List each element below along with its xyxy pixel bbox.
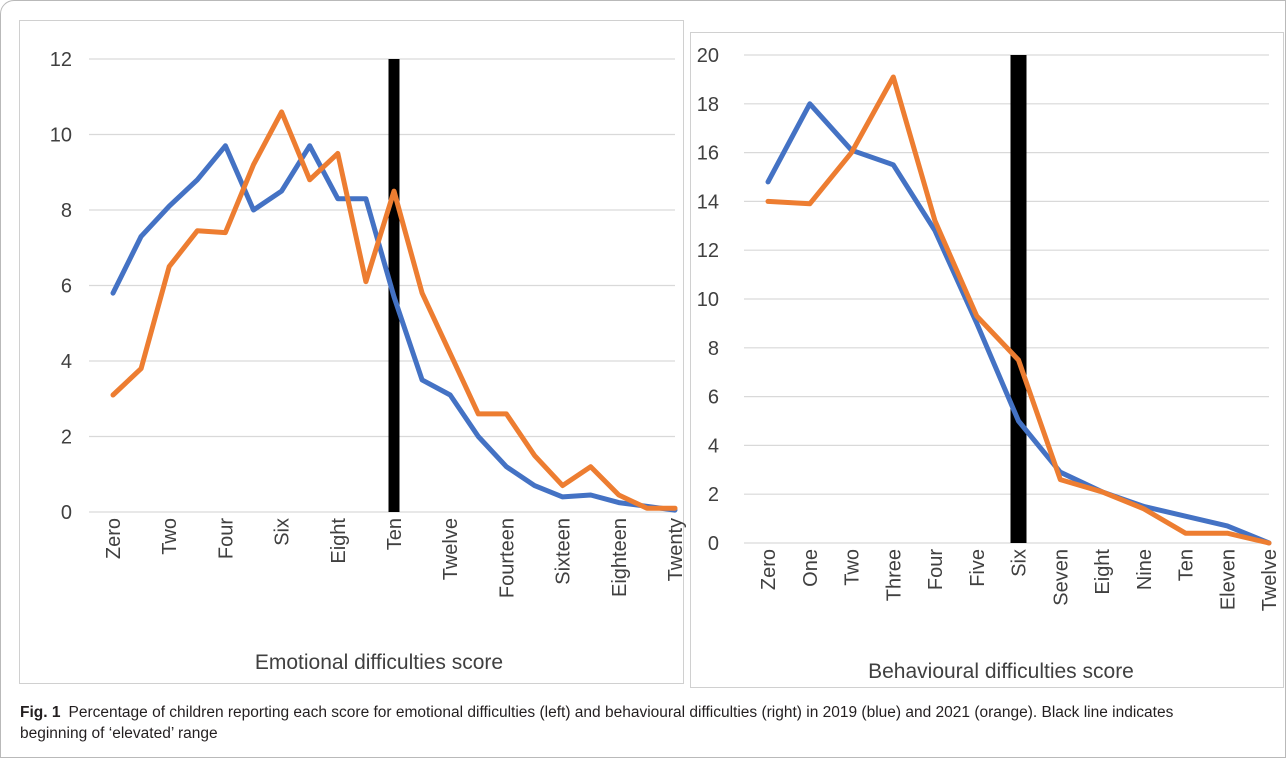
behavioural-y-tick-label: 0 (708, 533, 719, 555)
behavioural-chart-svg: 0 2 4 6 8 10 12 14 16 18 20 Zero One Two Three Four Five… (697, 45, 1281, 683)
emotional-x-tick-label: Sixteen (553, 518, 575, 585)
emotional-x-tick-label: Eight (328, 518, 350, 564)
emotional-x-tick-label: Four (215, 518, 237, 559)
behavioural-x-tick-label: Nine (1134, 549, 1156, 590)
behavioural-axis-title: Behavioural difficulties score (868, 660, 1134, 683)
emotional-x-tick-label: Eighteen (609, 518, 631, 597)
emotional-y-tick-label: 2 (61, 427, 72, 449)
behavioural-x-tick-label: Eight (1092, 549, 1114, 595)
figure-caption-text: Percentage of children reporting each sc… (20, 704, 1174, 742)
emotional-y-tick-label: 4 (61, 351, 72, 373)
emotional-difficulties-chart: 0 2 4 6 8 10 12 Zero Two Four Six Eight Ten Twelve Fou… (19, 20, 687, 684)
emotional-x-tick-label: Ten (384, 518, 406, 550)
emotional-elevated-range-marker (388, 59, 400, 512)
emotional-x-tick-label: Two (159, 518, 181, 555)
behavioural-y-tick-label: 12 (697, 240, 719, 262)
behavioural-elevated-range-marker (1010, 55, 1027, 543)
behavioural-y-tick-label: 10 (697, 289, 719, 311)
behavioural-y-tick-label: 8 (708, 338, 719, 360)
behavioural-x-tick-label: Ten (1176, 549, 1198, 581)
behavioural-y-tick-label: 18 (697, 94, 719, 116)
emotional-y-tick-label: 12 (50, 49, 72, 71)
behavioural-x-tick-label: Seven (1050, 549, 1072, 606)
emotional-x-tick-label: Six (272, 518, 294, 546)
emotional-x-tick-label: Twenty (665, 518, 687, 581)
behavioural-x-tick-label: Two (842, 549, 864, 586)
behavioural-x-tick-label: Four (925, 549, 947, 590)
behavioural-y-tick-label: 4 (708, 435, 719, 457)
behavioural-x-tick-label: Six (1009, 549, 1031, 577)
emotional-series-line-2021 (110, 109, 678, 511)
emotional-y-tick-label: 0 (61, 502, 72, 524)
emotional-x-tick-label: Zero (103, 518, 125, 559)
emotional-y-tick-label: 6 (61, 276, 72, 298)
behavioural-x-tick-label: Eleven (1217, 549, 1239, 610)
behavioural-x-tick-label: Five (967, 549, 989, 587)
figure-caption: Fig. 1 Percentage of children reporting e… (20, 702, 1240, 744)
behavioural-x-tick-label: Three (883, 549, 905, 601)
emotional-y-tick-label: 8 (61, 200, 72, 222)
behavioural-y-tick-label: 2 (708, 484, 719, 506)
emotional-chart-svg: 0 2 4 6 8 10 12 Zero Two Four Six Eight Ten Twelve Fou… (50, 49, 687, 674)
behavioural-x-tick-label: Twelve (1259, 549, 1281, 611)
behavioural-y-tick-label: 14 (697, 191, 719, 213)
emotional-axis-title: Emotional difficulties score (255, 651, 503, 674)
behavioural-difficulties-chart: 0 2 4 6 8 10 12 14 16 18 20 Zero One Two Three Four Five… (690, 32, 1284, 688)
behavioural-y-tick-label: 6 (708, 387, 719, 409)
behavioural-x-tick-label: One (800, 549, 822, 587)
behavioural-series-line-2021 (765, 74, 1272, 546)
figure-label: Fig. 1 (20, 704, 61, 721)
emotional-y-tick-label: 10 (50, 125, 72, 147)
behavioural-y-tick-label: 16 (697, 143, 719, 165)
emotional-x-tick-label: Fourteen (496, 518, 518, 598)
emotional-x-tick-label: Twelve (440, 518, 462, 580)
behavioural-x-tick-label: Zero (758, 549, 780, 590)
emotional-series-line-2019 (110, 143, 678, 513)
behavioural-y-tick-label: 20 (697, 45, 719, 67)
